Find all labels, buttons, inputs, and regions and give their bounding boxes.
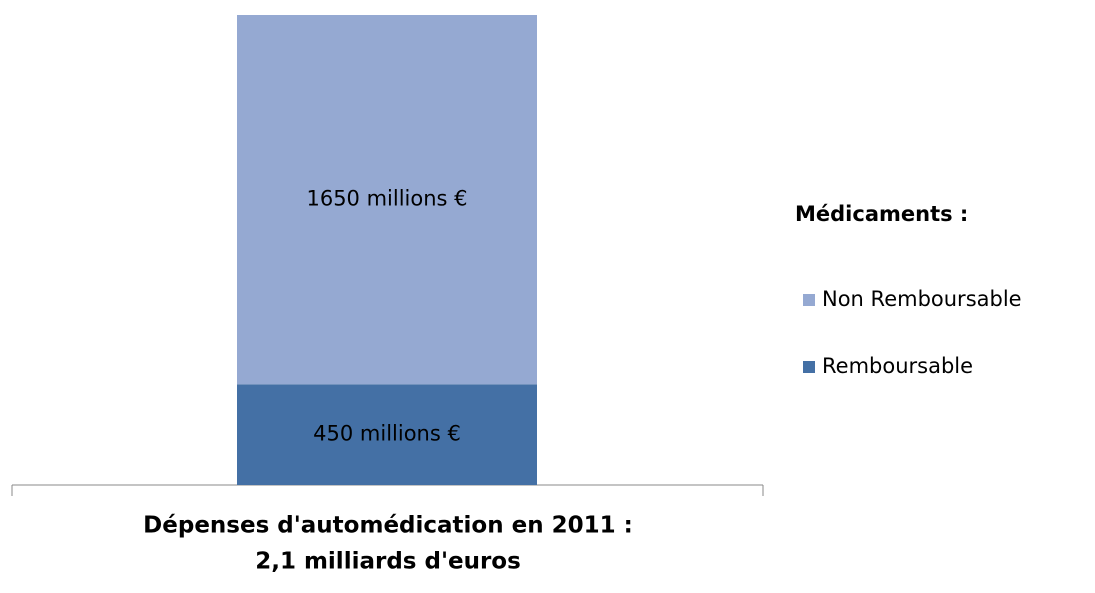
legend-label: Non Remboursable: [822, 287, 1022, 311]
legend-title: Médicaments :: [795, 202, 968, 226]
bar-segment: [237, 15, 537, 385]
legend-swatch: [803, 361, 815, 373]
bar-segment: [237, 384, 537, 485]
data-label: 450 millions €: [313, 422, 461, 446]
x-tick-label: 2,1 milliards d'euros: [255, 549, 521, 575]
x-tick-label: Dépenses d'automédication en 2011 :: [143, 513, 633, 539]
legend-swatch: [803, 294, 815, 306]
data-label: 1650 millions €: [306, 187, 467, 211]
legend-label: Remboursable: [822, 354, 973, 378]
